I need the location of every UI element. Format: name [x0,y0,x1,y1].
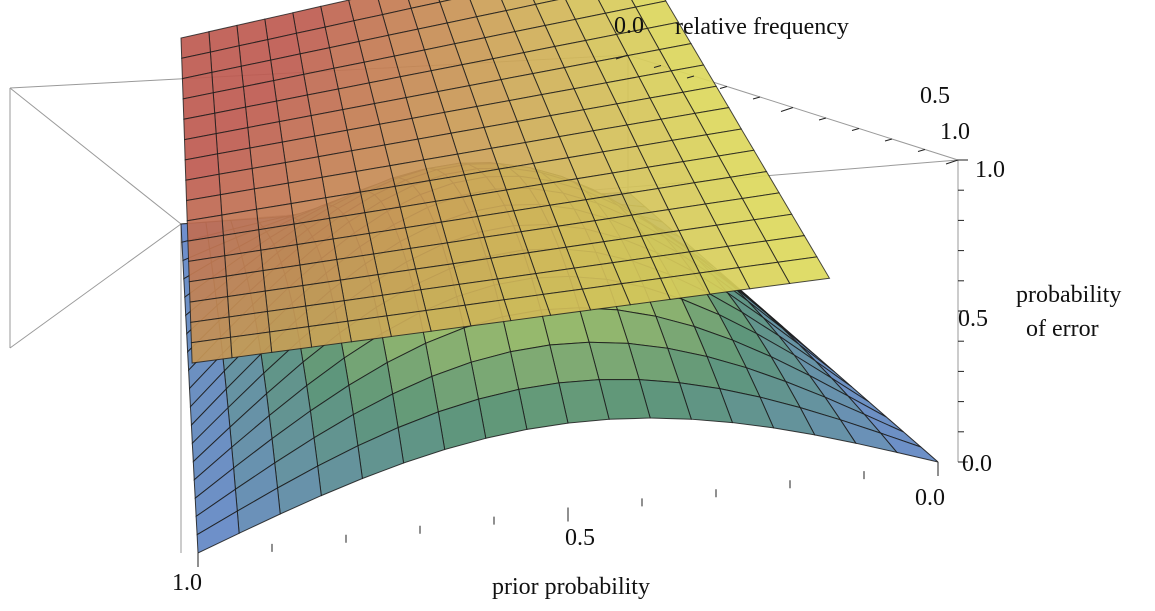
upper-surface-patch [190,336,233,364]
y-tick-mark [945,159,959,165]
y-tick-label-2: 0.5 [920,83,950,109]
x-tick-label-1: 1.0 [172,570,202,596]
upper-surface-patch [581,283,632,311]
upper-surface-patch [542,288,592,316]
y-tick-mark [884,138,893,142]
y-tick-mark [719,86,728,89]
y-tick-mark [615,54,629,60]
y-tick-mark [653,65,662,68]
y-tick-label-3: 1.0 [940,119,970,145]
y-tick-label-1: 0.0 [614,13,644,39]
z-tick-label-1: 1.0 [975,157,1005,183]
y-tick-mark [818,117,827,121]
y-tick-mark [851,128,860,131]
z-axis-title-line1: probability [1016,282,1122,308]
z-tick-label-2: 0.5 [958,306,988,332]
y-tick-mark [917,149,926,152]
lower-surface-patch [196,510,240,554]
x-axis-title: prior probability [492,574,650,600]
y-tick-mark [780,107,794,112]
x-tick-label-3: 0.0 [915,485,945,511]
y-tick-mark [752,96,761,100]
z-tick-label-3: 0.0 [962,451,992,477]
box-edge-5 [9,223,182,349]
upper-surface [180,0,831,364]
y-tick-mark [686,75,695,79]
upper-surface-patch [425,304,472,332]
axis-ticks [197,54,968,567]
box-edge-8 [9,87,182,225]
lower-surface-patch [518,382,569,430]
x-tick-label-2: 0.5 [565,525,595,551]
z-axis-title-line2: of error [1026,316,1099,342]
y-axis-title: relative frequency [675,14,849,40]
